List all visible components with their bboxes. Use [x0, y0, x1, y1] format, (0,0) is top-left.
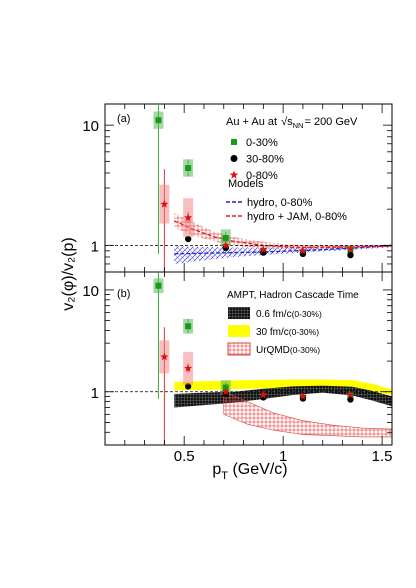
- y-tick-label-1-1: 1: [91, 385, 99, 402]
- point-3080-4: [347, 396, 354, 403]
- legend-marker-star: [229, 170, 239, 179]
- y-tick-label-0-10: 10: [82, 118, 99, 135]
- legend-b-label-1: 30 fm/c(0-30%): [256, 327, 319, 338]
- point-080-5: [346, 390, 355, 399]
- legend-a-model-label-0: hydro, 0-80%: [247, 197, 313, 209]
- legend-b-swatch-0: [228, 307, 250, 319]
- legend-a-series-label-2: 0-80%: [246, 170, 278, 182]
- y-axis-title: v₂(φ)/v₂(p): [60, 237, 77, 310]
- x-tick-label-1.5: 1.5: [372, 448, 393, 465]
- x-axis-title: pT (GeV/c): [212, 461, 287, 482]
- legend-b-swatch-2: [227, 342, 251, 356]
- point-3080-0: [184, 235, 192, 243]
- legend-a-models-title: Models: [228, 178, 264, 190]
- point-3080-0: [184, 383, 192, 390]
- point-030-2: [222, 235, 229, 242]
- y-tick-label-0-1: 1: [91, 238, 99, 255]
- model-band-b-2: [223, 391, 392, 438]
- point-030-1: [185, 323, 192, 330]
- model-line-0: [174, 245, 392, 255]
- x-axis-label: pT (GeV/c): [212, 461, 287, 482]
- y-tick-label-1-10: 10: [82, 283, 99, 300]
- panel-a: (a) Au + Au at √sNN= 200 GeV 0-30% 30-80% 0…: [104, 103, 393, 273]
- legend-b-label-0: 0.6 fm/c(0-30%): [256, 309, 322, 320]
- point-080-5: [346, 244, 355, 253]
- model-line-1: [174, 220, 392, 249]
- legend-b: AMPT, Hadron Cascade Time 0.6 fm/c(0-30%…: [227, 290, 359, 356]
- panel-a-label: (a): [117, 113, 130, 125]
- point-3080-4: [347, 251, 354, 259]
- legend-b-title: AMPT, Hadron Cascade Time: [227, 290, 359, 301]
- legend-a-series-label-1: 30-80%: [246, 154, 284, 166]
- point-080-2: [221, 387, 230, 396]
- panel-b-label: (b): [117, 288, 130, 300]
- point-080-2: [221, 241, 230, 249]
- panel-b-frame: [104, 271, 393, 446]
- x-tick-label-1: 1: [279, 448, 287, 465]
- point-080-0: [160, 199, 169, 208]
- point-080-0: [160, 352, 169, 361]
- point-030-0: [155, 117, 162, 124]
- legend-marker-circle: [230, 155, 238, 162]
- point-030-0: [155, 282, 162, 289]
- legend-a-model-label-1: hydro + JAM, 0-80%: [247, 211, 347, 223]
- legend-marker-square: [231, 139, 237, 145]
- legend-b-label-2: UrQMD(0-30%): [256, 345, 320, 356]
- point-080-4: [298, 246, 307, 255]
- point-030-1: [185, 165, 192, 172]
- point-080-3: [259, 245, 268, 254]
- legend-a: Au + Au at √sNN= 200 GeV 0-30% 30-80% 0-80%…: [226, 116, 358, 223]
- legend-b-swatch-1: [228, 325, 250, 337]
- point-030-2: [222, 384, 229, 391]
- x-tick-label-0.5: 0.5: [174, 448, 195, 465]
- point-080-1: [184, 364, 193, 372]
- legend-a-header: Au + Au at √sNN= 200 GeV: [226, 116, 358, 130]
- panel-b: (b) AMPT, Hadron Cascade Time 0.6 fm/c(0…: [104, 271, 393, 446]
- point-080-1: [184, 213, 193, 222]
- point-080-3: [259, 390, 268, 399]
- y-axis-label: v₂(φ)/v₂(p): [60, 237, 77, 310]
- point-080-4: [298, 392, 307, 400]
- legend-a-series-label-0: 0-30%: [246, 137, 278, 149]
